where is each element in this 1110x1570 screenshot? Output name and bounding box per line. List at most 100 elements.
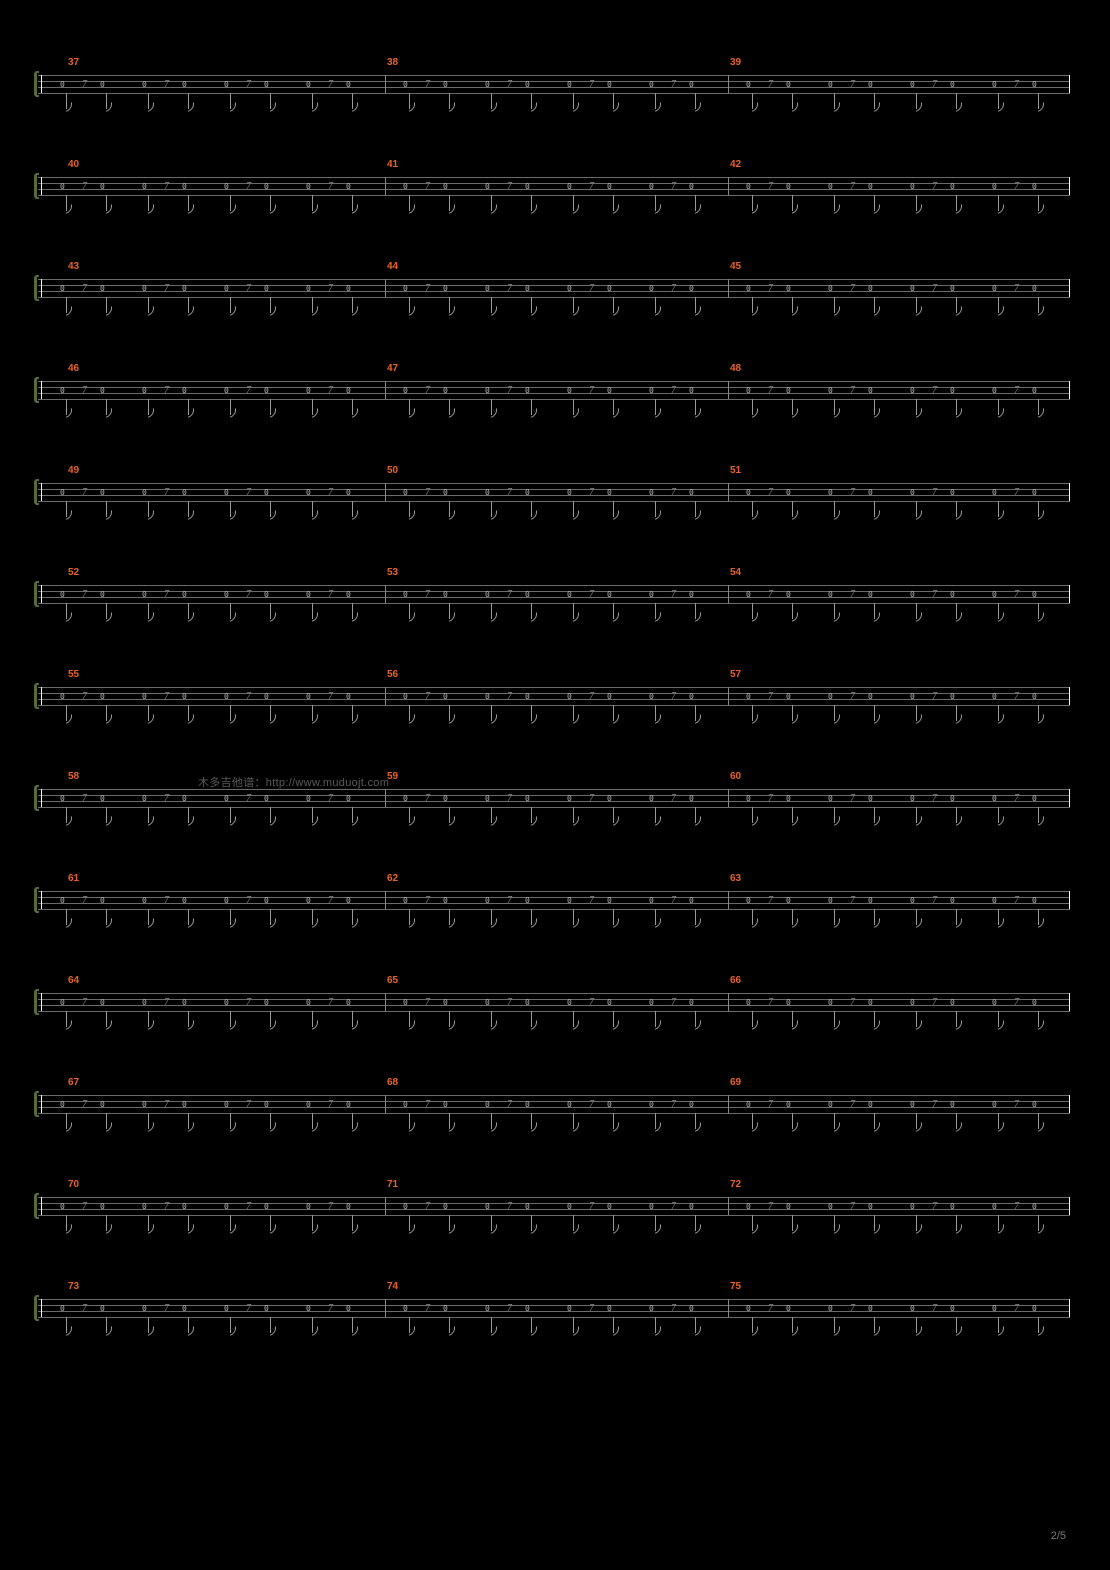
- eighth-rest: 7: [425, 589, 430, 600]
- eighth-rest: 7: [82, 589, 87, 600]
- beat: 070: [910, 381, 960, 416]
- eighth-rest: 7: [164, 283, 169, 294]
- eighth-rest: 7: [932, 487, 937, 498]
- staff-row: 5507007007007056070070070070570700700700…: [38, 667, 1070, 725]
- fret-number: 0: [746, 488, 751, 497]
- fret-number: 0: [403, 386, 408, 395]
- eighth-rest: 7: [246, 589, 251, 600]
- beat: 070: [746, 1299, 796, 1334]
- beat: 070: [910, 789, 960, 824]
- fret-number: 0: [746, 1100, 751, 1109]
- eighth-rest: 7: [589, 1099, 594, 1110]
- eighth-rest: 7: [164, 385, 169, 396]
- fret-number: 0: [485, 794, 490, 803]
- fret-number: 0: [567, 488, 572, 497]
- barline: [728, 585, 729, 603]
- measure-number: 47: [387, 363, 398, 374]
- fret-number: 0: [992, 896, 997, 905]
- fret-number: 0: [992, 80, 997, 89]
- eighth-rest: 7: [850, 1201, 855, 1212]
- fret-number: 0: [828, 590, 833, 599]
- eighth-rest: 7: [932, 385, 937, 396]
- fret-number: 0: [992, 386, 997, 395]
- beat: 070: [649, 279, 699, 314]
- eighth-rest: 7: [328, 1303, 333, 1314]
- barline: [385, 1299, 386, 1317]
- staff-row: 5807007007007059070070070070600700700700…: [38, 769, 1070, 827]
- barline: [385, 483, 386, 501]
- eighth-rest: 7: [246, 997, 251, 1008]
- fret-number: 0: [992, 1304, 997, 1313]
- eighth-rest: 7: [850, 385, 855, 396]
- beat: 070: [306, 891, 356, 926]
- eighth-rest: 7: [82, 1201, 87, 1212]
- eighth-rest: 7: [671, 283, 676, 294]
- fret-number: 0: [910, 182, 915, 191]
- beat: 070: [306, 381, 356, 416]
- barline: [385, 1095, 386, 1113]
- eighth-rest: 7: [328, 589, 333, 600]
- beat: 070: [746, 177, 796, 212]
- measure-number: 41: [387, 159, 398, 170]
- fret-number: 0: [828, 182, 833, 191]
- fret-number: 0: [746, 896, 751, 905]
- eighth-rest: 7: [82, 487, 87, 498]
- eighth-rest: 7: [328, 793, 333, 804]
- fret-number: 0: [403, 896, 408, 905]
- fret-number: 0: [910, 1100, 915, 1109]
- beat: 070: [910, 1095, 960, 1130]
- end-barline: [1069, 1095, 1070, 1113]
- eighth-rest: 7: [589, 1201, 594, 1212]
- fret-number: 0: [746, 998, 751, 1007]
- fret-number: 0: [224, 692, 229, 701]
- fret-number: 0: [649, 1202, 654, 1211]
- eighth-rest: 7: [246, 691, 251, 702]
- beat: 070: [142, 585, 192, 620]
- measure-number: 55: [68, 669, 79, 680]
- fret-number: 0: [992, 1202, 997, 1211]
- fret-number: 0: [60, 284, 65, 293]
- eighth-rest: 7: [768, 487, 773, 498]
- fret-number: 0: [485, 1100, 490, 1109]
- beat: 070: [567, 177, 617, 212]
- fret-number: 0: [649, 284, 654, 293]
- barline: [728, 1299, 729, 1317]
- measure-number: 42: [730, 159, 741, 170]
- eighth-rest: 7: [246, 1303, 251, 1314]
- fret-number: 0: [142, 590, 147, 599]
- fret-number: 0: [60, 1202, 65, 1211]
- barline: [728, 75, 729, 93]
- eighth-rest: 7: [328, 895, 333, 906]
- eighth-rest: 7: [507, 79, 512, 90]
- beat: 070: [224, 687, 274, 722]
- beat: 070: [224, 381, 274, 416]
- fret-number: 0: [403, 182, 408, 191]
- staff-row: 4907007007007050070070070070510700700700…: [38, 463, 1070, 521]
- eighth-rest: 7: [850, 895, 855, 906]
- staff-row: 6107007007007062070070070070630700700700…: [38, 871, 1070, 929]
- fret-number: 0: [746, 590, 751, 599]
- staff-row: 4007007007007041070070070070420700700700…: [38, 157, 1070, 215]
- beat: 070: [649, 1299, 699, 1334]
- beat: 070: [60, 177, 110, 212]
- measure-number: 38: [387, 57, 398, 68]
- measure-number: 56: [387, 669, 398, 680]
- eighth-rest: 7: [246, 283, 251, 294]
- eighth-rest: 7: [164, 997, 169, 1008]
- fret-number: 0: [828, 692, 833, 701]
- measure-number: 63: [730, 873, 741, 884]
- fret-number: 0: [60, 182, 65, 191]
- fret-number: 0: [403, 284, 408, 293]
- barline: [385, 75, 386, 93]
- eighth-rest: 7: [850, 691, 855, 702]
- fret-number: 0: [306, 80, 311, 89]
- fret-number: 0: [224, 794, 229, 803]
- measure-number: 49: [68, 465, 79, 476]
- beat: 070: [910, 687, 960, 722]
- beat: 070: [224, 1299, 274, 1334]
- measure-number: 73: [68, 1281, 79, 1292]
- eighth-rest: 7: [246, 181, 251, 192]
- eighth-rest: 7: [932, 589, 937, 600]
- barline: [385, 177, 386, 195]
- eighth-rest: 7: [589, 691, 594, 702]
